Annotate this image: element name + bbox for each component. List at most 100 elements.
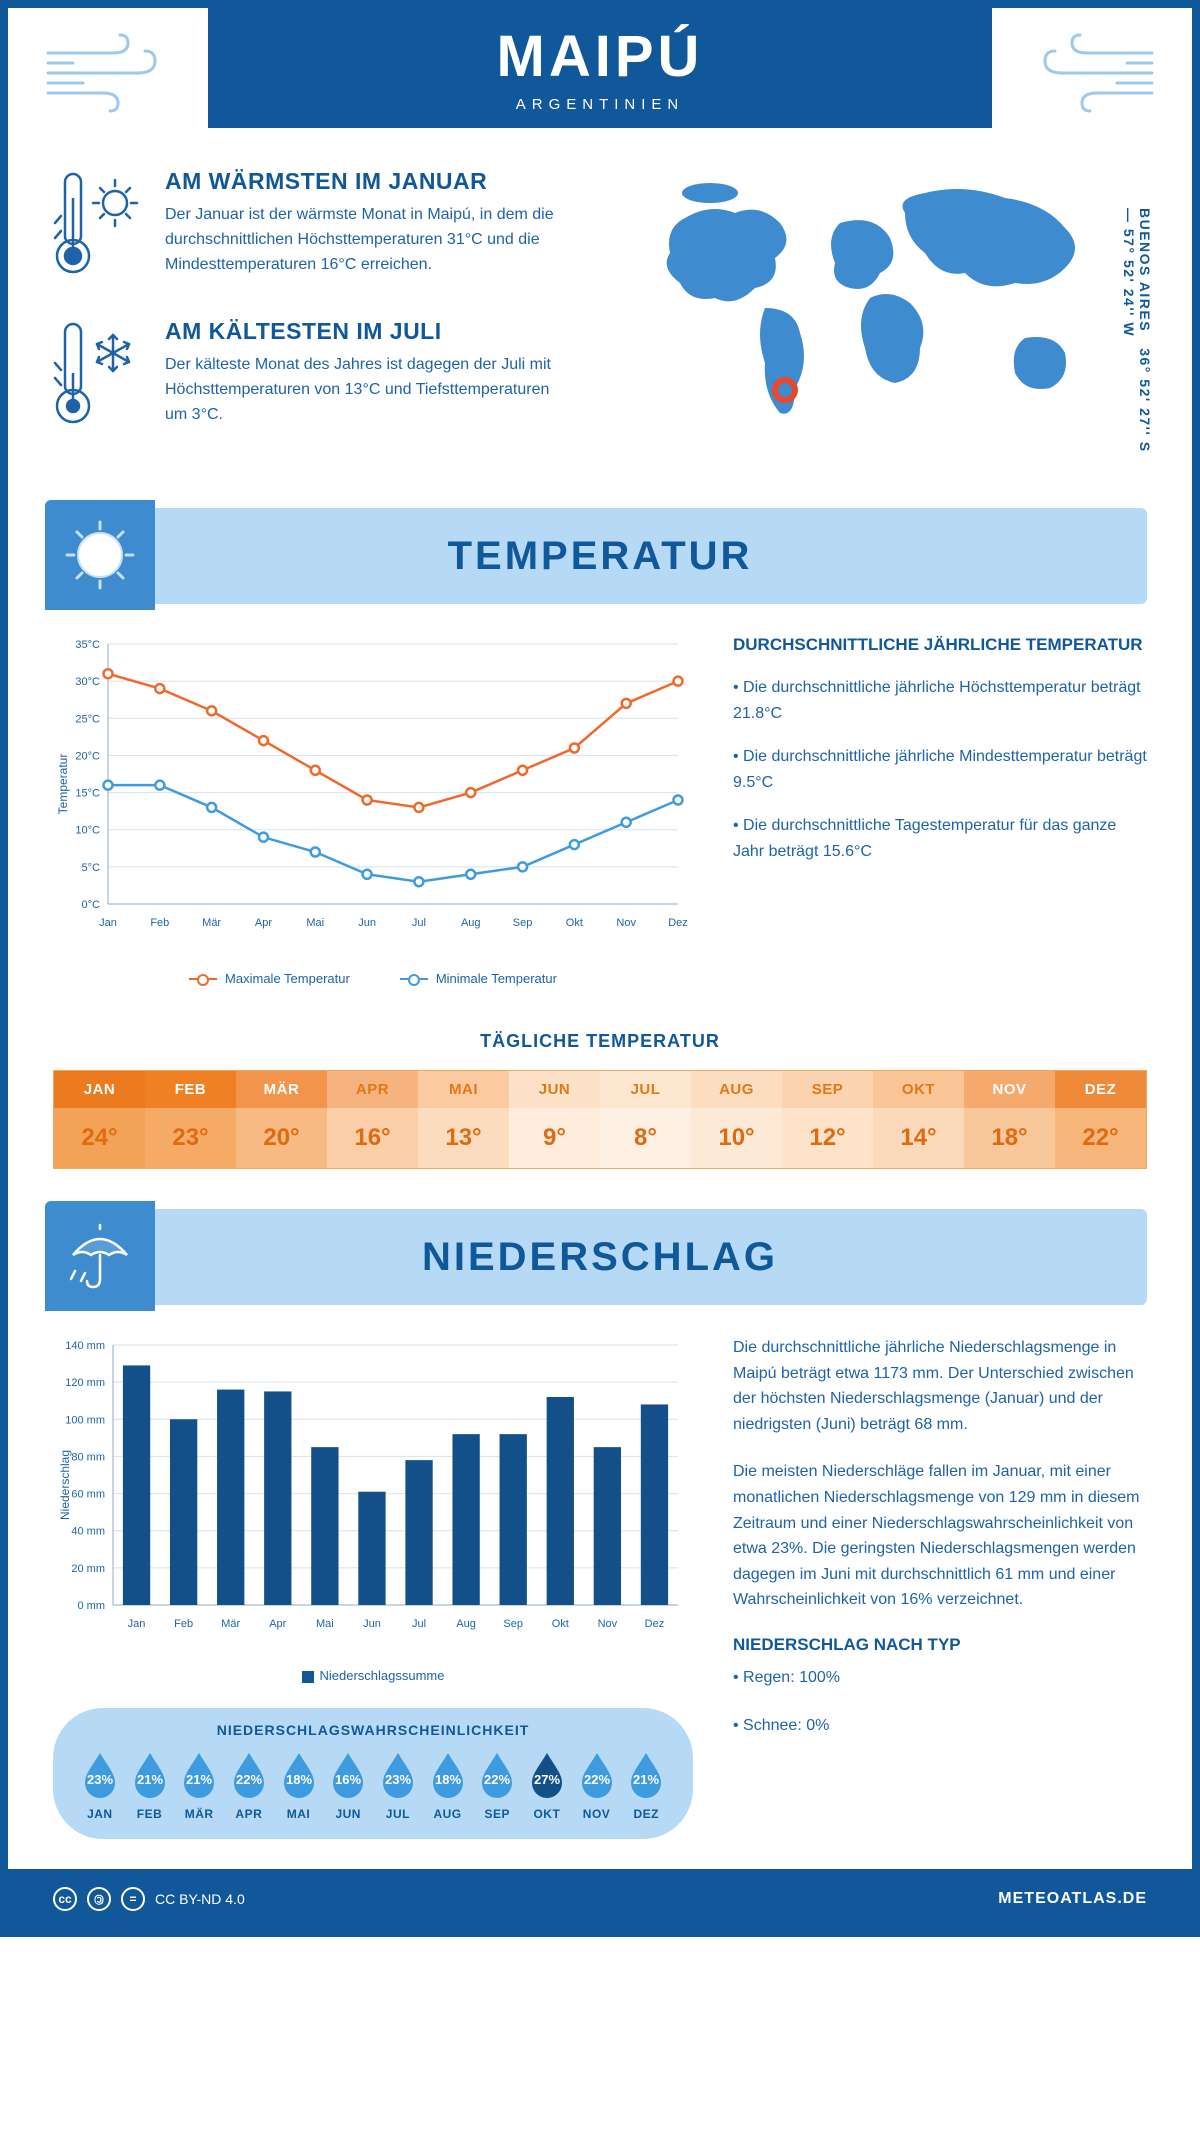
header: MAIPÚ ARGENTINIEN [8, 8, 1192, 128]
nd-icon: = [121, 1887, 145, 1911]
precipitation-chart: 0 mm 20 mm 40 mm 60 mm 80 mm 100 mm 120 mm 140 … [53, 1335, 693, 1683]
svg-text:Niederschlag: Niederschlag [58, 1450, 72, 1520]
bar-legend: Niederschlagssumme [53, 1668, 693, 1683]
svg-text:22%: 22% [484, 1772, 510, 1787]
page: MAIPÚ ARGENTINIEN [0, 0, 1200, 1937]
temperature-heading: TEMPERATUR [448, 534, 753, 579]
umbrella-icon [45, 1201, 155, 1311]
svg-text:22%: 22% [584, 1772, 610, 1787]
svg-text:Aug: Aug [456, 1618, 476, 1630]
svg-text:23%: 23% [87, 1772, 113, 1787]
svg-text:100 mm: 100 mm [65, 1414, 105, 1426]
svg-text:Jul: Jul [412, 1618, 426, 1630]
by-icon: 🄯 [87, 1887, 111, 1911]
svg-text:15°C: 15°C [75, 788, 100, 800]
world-map-icon [645, 168, 1105, 433]
wind-icon [43, 33, 173, 118]
svg-text:Sep: Sep [513, 917, 533, 929]
svg-text:Nov: Nov [616, 917, 636, 929]
license: cc 🄯 = CC BY-ND 4.0 [53, 1887, 245, 1911]
avg-daily: • Die durchschnittliche Tagestemperatur … [733, 813, 1147, 866]
svg-text:22%: 22% [236, 1772, 262, 1787]
svg-text:Jun: Jun [363, 1618, 381, 1630]
svg-text:20°C: 20°C [75, 750, 100, 762]
svg-text:Nov: Nov [598, 1618, 618, 1630]
warmest-title: AM WÄRMSTEN IM JANUAR [165, 168, 573, 195]
thermometer-sun-icon [53, 168, 143, 283]
chart-legend: Maximale Temperatur Minimale Temperatur [53, 971, 693, 986]
temperature-banner: TEMPERATUR [53, 508, 1147, 604]
svg-text:25°C: 25°C [75, 713, 100, 725]
svg-text:Feb: Feb [150, 917, 169, 929]
precip-para-2: Die meisten Niederschläge fallen im Janu… [733, 1459, 1147, 1613]
city-title: MAIPÚ [497, 23, 704, 90]
intro-section: AM WÄRMSTEN IM JANUAR Der Januar ist der… [8, 128, 1192, 498]
probability-heading: NIEDERSCHLAGSWAHRSCHEINLICHKEIT [75, 1722, 671, 1738]
precipitation-banner: NIEDERSCHLAG [53, 1209, 1147, 1305]
warmest-text: Der Januar ist der wärmste Monat in Maip… [165, 203, 573, 277]
probability-panel: NIEDERSCHLAGSWAHRSCHEINLICHKEIT 23%JAN21… [53, 1708, 693, 1839]
avg-low: • Die durchschnittliche jährliche Mindes… [733, 744, 1147, 797]
daily-temp-heading: TÄGLICHE TEMPERATUR [8, 1031, 1192, 1052]
temperature-summary: DURCHSCHNITTLICHE JÄHRLICHE TEMPERATUR •… [733, 634, 1147, 986]
svg-text:Jan: Jan [99, 917, 117, 929]
svg-text:5°C: 5°C [82, 862, 101, 874]
thermometer-snow-icon [53, 318, 143, 433]
svg-text:Okt: Okt [552, 1618, 569, 1630]
svg-text:21%: 21% [633, 1772, 659, 1787]
footer: cc 🄯 = CC BY-ND 4.0 METEOATLAS.DE [8, 1869, 1192, 1929]
svg-text:Sep: Sep [503, 1618, 523, 1630]
svg-text:Apr: Apr [255, 917, 272, 929]
svg-text:80 mm: 80 mm [71, 1451, 105, 1463]
svg-text:Okt: Okt [566, 917, 583, 929]
precip-type-heading: NIEDERSCHLAG NACH TYP [733, 1635, 1147, 1655]
warmest-fact: AM WÄRMSTEN IM JANUAR Der Januar ist der… [53, 168, 573, 283]
svg-text:Feb: Feb [174, 1618, 193, 1630]
precip-snow: • Schnee: 0% [733, 1713, 1147, 1739]
sun-icon [45, 500, 155, 610]
svg-text:Apr: Apr [269, 1618, 286, 1630]
precipitation-heading: NIEDERSCHLAG [422, 1235, 778, 1280]
svg-text:0 mm: 0 mm [78, 1600, 106, 1612]
svg-text:Mär: Mär [221, 1618, 240, 1630]
coldest-fact: AM KÄLTESTEN IM JULI Der kälteste Monat … [53, 318, 573, 433]
site-name: METEOATLAS.DE [998, 1890, 1147, 1908]
avg-high: • Die durchschnittliche jährliche Höchst… [733, 675, 1147, 728]
license-text: CC BY-ND 4.0 [155, 1891, 245, 1907]
svg-text:23%: 23% [385, 1772, 411, 1787]
svg-text:140 mm: 140 mm [65, 1340, 105, 1352]
avg-temp-heading: DURCHSCHNITTLICHE JÄHRLICHE TEMPERATUR [733, 634, 1147, 657]
svg-text:10°C: 10°C [75, 825, 100, 837]
svg-text:Jan: Jan [128, 1618, 146, 1630]
svg-text:120 mm: 120 mm [65, 1377, 105, 1389]
svg-text:Dez: Dez [668, 917, 688, 929]
svg-text:Mär: Mär [202, 917, 221, 929]
svg-text:18%: 18% [435, 1772, 461, 1787]
temperature-chart: 0°C 5°C 10°C 15°C 20°C 25°C 30°C 35°C Jan Feb Mär A… [53, 634, 693, 986]
svg-text:30°C: 30°C [75, 676, 100, 688]
svg-text:Jun: Jun [358, 917, 376, 929]
svg-text:21%: 21% [136, 1772, 162, 1787]
svg-text:27%: 27% [534, 1772, 560, 1787]
svg-text:18%: 18% [286, 1772, 312, 1787]
svg-text:21%: 21% [186, 1772, 212, 1787]
svg-text:Aug: Aug [461, 917, 481, 929]
svg-text:35°C: 35°C [75, 639, 100, 651]
svg-text:Dez: Dez [645, 1618, 665, 1630]
cc-icon: cc [53, 1887, 77, 1911]
coldest-text: Der kälteste Monat des Jahres ist dagege… [165, 353, 573, 427]
precipitation-summary: Die durchschnittliche jährliche Niedersc… [733, 1335, 1147, 1839]
svg-text:20 mm: 20 mm [71, 1563, 105, 1575]
svg-text:Mai: Mai [316, 1618, 334, 1630]
svg-text:0°C: 0°C [82, 899, 101, 911]
svg-text:Jul: Jul [412, 917, 426, 929]
coldest-title: AM KÄLTESTEN IM JULI [165, 318, 573, 345]
precip-para-1: Die durchschnittliche jährliche Niedersc… [733, 1335, 1147, 1437]
daily-temp-table: JAN24°FEB23°MÄR20°APR16°MAI13°JUN9°JUL8°… [53, 1070, 1147, 1169]
svg-text:40 mm: 40 mm [71, 1526, 105, 1538]
coordinates: BUENOS AIRES 36° 52' 27'' S — 57° 52' 24… [1121, 208, 1153, 468]
svg-text:Temperatur: Temperatur [56, 754, 70, 815]
precip-rain: • Regen: 100% [733, 1665, 1147, 1691]
svg-text:60 mm: 60 mm [71, 1489, 105, 1501]
probability-drops: 23%JAN21%FEB21%MÄR22%APR18%MAI16%JUN23%J… [75, 1750, 671, 1821]
